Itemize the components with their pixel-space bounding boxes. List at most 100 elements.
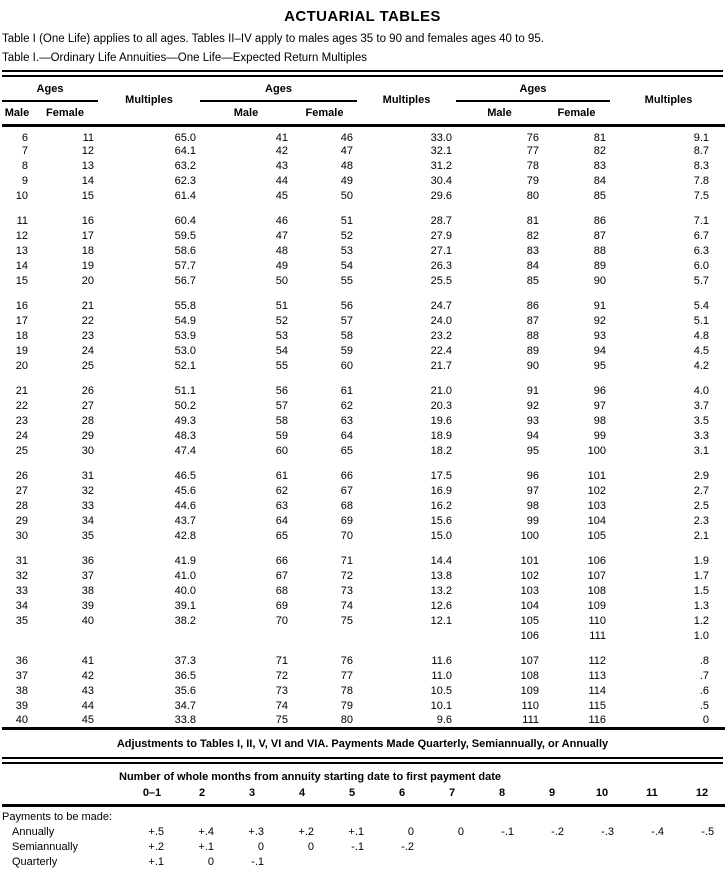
adjustment-value-cell: 0 [207, 855, 214, 868]
male-age-cell: 34 [15, 600, 28, 612]
multiple-cell: 13.8 [430, 570, 452, 582]
multiple-cell: 2.5 [693, 500, 709, 512]
multiple-cell: 2.7 [693, 485, 709, 497]
multiples-header-group-1: Multiples [98, 77, 200, 127]
table-row: 14 19 57.7 49 54 26.3 84 89 6.0 [2, 259, 725, 274]
female-age-cell: 67 [340, 485, 353, 497]
adjustment-value-cell: -.1 [351, 840, 364, 853]
adjustment-value-cell: +.2 [298, 825, 314, 838]
male-age-cell: 39 [15, 700, 28, 712]
male-age-cell: 70 [275, 615, 288, 627]
male-age-cell: 48 [275, 245, 288, 257]
table-1-body: 6 11 65.0 41 46 33.0 76 81 9.1 7 12 64.1 42 47 32.1 77 8… [2, 125, 725, 729]
multiple-cell: 1.7 [693, 570, 709, 582]
adjustment-value-cell: 0 [457, 825, 464, 838]
female-age-cell: 78 [340, 685, 353, 697]
male-age-cell: 58 [275, 415, 288, 427]
month-header-row: 0–1 2 3 4 5 6 7 8 9 10 11 12 [2, 785, 725, 807]
female-age-cell: 35 [81, 530, 94, 542]
multiple-cell: 27.1 [430, 245, 452, 257]
multiple-cell: 12.1 [430, 615, 452, 627]
adjustment-value-cell [527, 839, 577, 854]
female-age-cell: 32 [81, 485, 94, 497]
female-age-cell: 40 [81, 615, 94, 627]
female-age-cell: 12 [81, 145, 94, 157]
multiple-cell: 30.4 [430, 175, 452, 187]
table-row: 9 14 62.3 44 49 30.4 79 84 7.8 [2, 174, 725, 189]
multiple-cell: 22.4 [430, 345, 452, 357]
male-age-cell: 15 [15, 275, 28, 287]
female-age-cell: 101 [587, 470, 606, 482]
table-row: 11 16 60.4 46 51 28.7 81 86 7.1 [2, 214, 725, 229]
multiple-cell: 64.1 [174, 145, 196, 157]
adjustment-row: Semiannually +.2 +.1 0 0 -.1 -.2 [2, 839, 725, 854]
multiple-cell: 3.5 [693, 415, 709, 427]
multiple-cell: 55.8 [174, 300, 196, 312]
multiple-cell: 9.6 [436, 714, 452, 727]
payments-label-row: Payments to be made: [2, 806, 725, 825]
male-age-cell: 68 [275, 585, 288, 597]
table-row: 29 34 43.7 64 69 15.6 99 104 2.3 [2, 514, 725, 529]
multiple-cell: 1.2 [693, 615, 709, 627]
male-age-cell: 61 [275, 470, 288, 482]
female-age-cell: 77 [340, 670, 353, 682]
female-age-cell: 76 [340, 655, 353, 667]
multiple-cell: .7 [699, 670, 709, 682]
adjustment-value-cell [577, 839, 627, 854]
male-age-cell: 53 [275, 330, 288, 342]
multiple-cell: 5.4 [693, 300, 709, 312]
payment-frequency-label: Semiannually [12, 840, 79, 853]
adjustment-row: Annually +.5 +.4 +.3 +.2 +.1 0 0 -.1 -.2 -.3 -.4 -.5 [2, 824, 725, 839]
table-row: 106 111 1.0 [2, 629, 725, 644]
female-age-cell: 98 [593, 415, 606, 427]
multiple-cell: 3.7 [693, 400, 709, 412]
male-age-cell: 22 [15, 400, 28, 412]
month-header-cell: 0–1 [127, 785, 177, 807]
female-age-cell: 60 [340, 360, 353, 372]
multiple-cell: 47.4 [174, 445, 196, 457]
female-age-cell: 95 [593, 360, 606, 372]
multiple-cell: 53.0 [174, 345, 196, 357]
male-age-cell: 85 [526, 275, 539, 287]
adjustment-value-cell: +.3 [248, 825, 264, 838]
male-age-cell: 51 [275, 300, 288, 312]
male-age-cell: 54 [275, 345, 288, 357]
ages-header-group-1: Ages [2, 77, 98, 102]
adjustment-value-cell [277, 854, 327, 869]
multiple-cell: .8 [699, 655, 709, 667]
male-age-cell: 77 [526, 145, 539, 157]
multiple-cell: 7.5 [693, 190, 709, 202]
multiple-cell: 7.1 [693, 215, 709, 227]
male-age-cell: 97 [526, 485, 539, 497]
male-age-cell: 94 [526, 430, 539, 442]
male-age-cell: 100 [520, 530, 539, 542]
female-age-cell: 82 [593, 145, 606, 157]
female-age-cell: 41 [81, 655, 94, 667]
female-age-cell: 30 [81, 445, 94, 457]
female-age-cell: 108 [587, 585, 606, 597]
multiple-cell: 16.9 [430, 485, 452, 497]
month-header-cell: 12 [677, 785, 725, 807]
male-age-cell: 95 [526, 445, 539, 457]
male-age-cell: 6 [21, 131, 28, 144]
ages-header-group-3: Ages [456, 77, 610, 102]
male-age-cell: 31 [15, 555, 28, 567]
female-age-cell: 112 [588, 655, 606, 667]
female-age-cell: 34 [81, 515, 94, 527]
adjustment-value-cell [577, 854, 627, 869]
multiple-cell: 34.7 [174, 700, 196, 712]
multiple-cell: 1.3 [693, 600, 709, 612]
table-row: 20 25 52.1 55 60 21.7 90 95 4.2 [2, 359, 725, 374]
male-age-cell: 60 [275, 445, 288, 457]
multiple-cell: 3.1 [693, 445, 709, 457]
female-age-cell: 75 [340, 615, 353, 627]
male-age-cell: 52 [275, 315, 288, 327]
table-row: 38 43 35.6 73 78 10.5 109 114 .6 [2, 684, 725, 699]
table-row: 30 35 42.8 65 70 15.0 100 105 2.1 [2, 529, 725, 544]
female-header-group-1: Female [32, 101, 98, 127]
female-age-cell: 50 [340, 190, 353, 202]
multiple-cell: 1.9 [693, 555, 709, 567]
female-age-cell: 13 [81, 160, 94, 172]
male-age-cell: 90 [526, 360, 539, 372]
